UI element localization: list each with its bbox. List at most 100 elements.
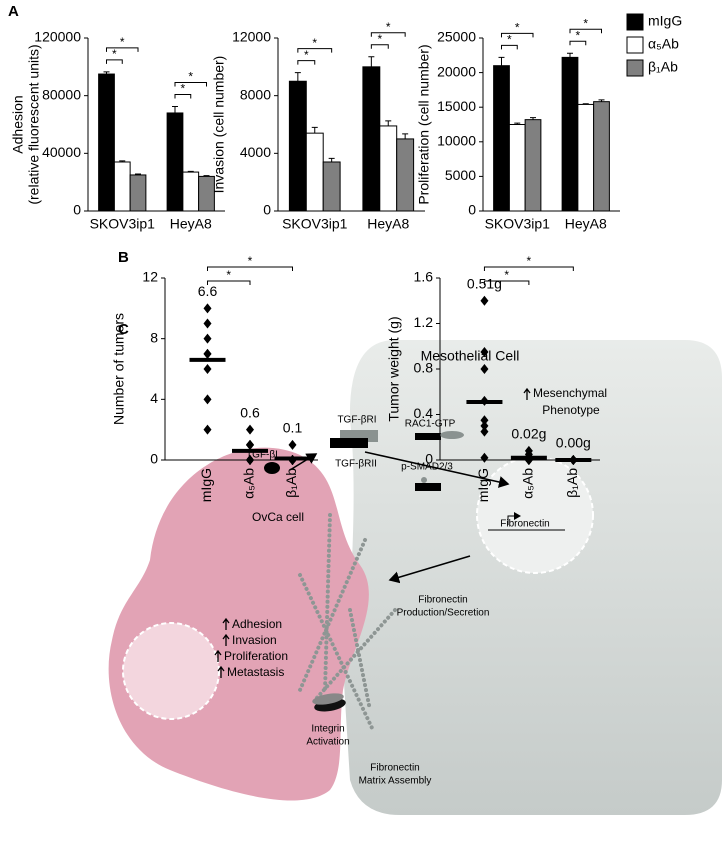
point: [288, 439, 297, 450]
y-axis-label: Number of tumors: [111, 313, 127, 425]
error-bar: [203, 175, 210, 177]
bar: [305, 132, 324, 212]
y-tick-label: 8: [150, 329, 158, 345]
error-bar: [514, 122, 521, 125]
point: [203, 364, 212, 374]
x-tick-label: SKOV3ip1: [485, 216, 551, 232]
significance-bracket: [174, 93, 192, 99]
bar: [396, 138, 415, 212]
point: [246, 439, 254, 450]
x-tick-label: mIgG: [198, 468, 214, 502]
bar: [98, 73, 115, 212]
mean-label: 0.6: [240, 404, 260, 420]
significance-label: *: [576, 28, 581, 42]
bar: [593, 101, 610, 212]
panel-label: A: [8, 3, 19, 20]
significance-label: *: [226, 268, 231, 282]
x-tick-label: SKOV3ip1: [282, 216, 348, 232]
y-tick-label: 40000: [42, 144, 81, 160]
x-tick-label: HeyA8: [565, 216, 607, 232]
y-tick-label: 0: [263, 202, 271, 218]
panel-label: B: [118, 249, 129, 266]
bar: [129, 174, 147, 212]
y-axis-label: Tumor weight (g): [386, 316, 402, 421]
x-tick-label: HeyA8: [367, 216, 409, 232]
error-bar: [385, 120, 392, 126]
significance-bracket: [297, 48, 333, 53]
rac1: [415, 433, 441, 440]
y-axis-label: Adhesion: [10, 95, 26, 153]
y-tick-label: 12000: [232, 29, 271, 45]
significance-bracket: [174, 81, 208, 87]
error-bar: [135, 173, 142, 175]
point: [203, 333, 212, 344]
label: TGF-βRII: [335, 459, 377, 470]
fibers: [298, 513, 397, 730]
mean-label: 6.6: [198, 283, 218, 299]
y-tick-label: 10000: [437, 133, 476, 149]
y-axis-label: Proliferation (cell number): [416, 44, 432, 204]
error-bar: [311, 126, 318, 134]
error-bar: [498, 56, 505, 66]
bar: [577, 103, 595, 212]
rac1: [440, 431, 464, 439]
ovca-nucleus: [122, 622, 220, 720]
y-tick-label: 20000: [437, 63, 476, 79]
point: [480, 295, 489, 306]
y-tick-label: 5000: [445, 167, 476, 183]
label: Fibronectin: [418, 595, 467, 606]
point: [480, 364, 489, 374]
y-tick-label: 15000: [437, 98, 476, 114]
bar: [288, 80, 307, 212]
x-tick-label: α₅Ab: [520, 468, 536, 499]
significance-bracket: [483, 266, 574, 271]
mesothelial-cell: [343, 340, 722, 815]
y-tick-label: 0.4: [414, 405, 434, 421]
legend-label: β₁Ab: [648, 59, 678, 75]
significance-bracket: [483, 280, 530, 285]
label: Mesenchymal: [533, 386, 607, 400]
bar: [322, 161, 341, 212]
label: Fibronectin: [370, 763, 419, 774]
label: Adhesion: [232, 617, 282, 631]
point: [246, 455, 254, 465]
mean-label: 0.1: [283, 420, 303, 436]
label: p-SMAD2/3: [401, 462, 453, 473]
label: TGF-βRI: [337, 415, 376, 426]
significance-label: *: [181, 82, 186, 96]
x-tick-label: β₁Ab: [283, 468, 299, 498]
significance-bracket: [500, 32, 534, 38]
label: Proliferation: [224, 649, 288, 663]
error-bar: [530, 117, 537, 120]
legend-swatch: [626, 59, 644, 77]
bar: [166, 112, 184, 212]
point: [480, 415, 489, 426]
mean-label: 0.00g: [556, 435, 591, 451]
bar: [379, 125, 398, 212]
label: Production/Secretion: [397, 608, 490, 619]
point: [203, 394, 212, 405]
x-tick-label: β₁Ab: [564, 468, 580, 498]
significance-bracket: [207, 280, 251, 285]
label: Invasion: [232, 633, 277, 647]
y-tick-label: 1.2: [414, 314, 434, 330]
error-bar: [171, 105, 178, 113]
y-tick-label: 1.6: [414, 269, 434, 285]
significance-bracket: [500, 44, 518, 50]
error-bar: [294, 72, 301, 82]
significance-label: *: [248, 254, 253, 268]
y-tick-label: 120000: [34, 29, 81, 45]
ligand: [264, 462, 280, 474]
significance-label: *: [583, 16, 588, 30]
point: [203, 303, 212, 314]
significance-label: *: [312, 36, 317, 50]
up-arrows: [214, 387, 531, 678]
error-bar: [368, 56, 375, 67]
integrin: [312, 693, 344, 705]
error-bar: [566, 52, 573, 58]
y-tick-label: 8000: [240, 86, 271, 102]
significance-label: *: [112, 47, 117, 61]
x-tick-label: mIgG: [475, 468, 491, 502]
significance-label: *: [527, 254, 532, 268]
y-axis-label: (relative fluorescent units): [26, 44, 42, 204]
